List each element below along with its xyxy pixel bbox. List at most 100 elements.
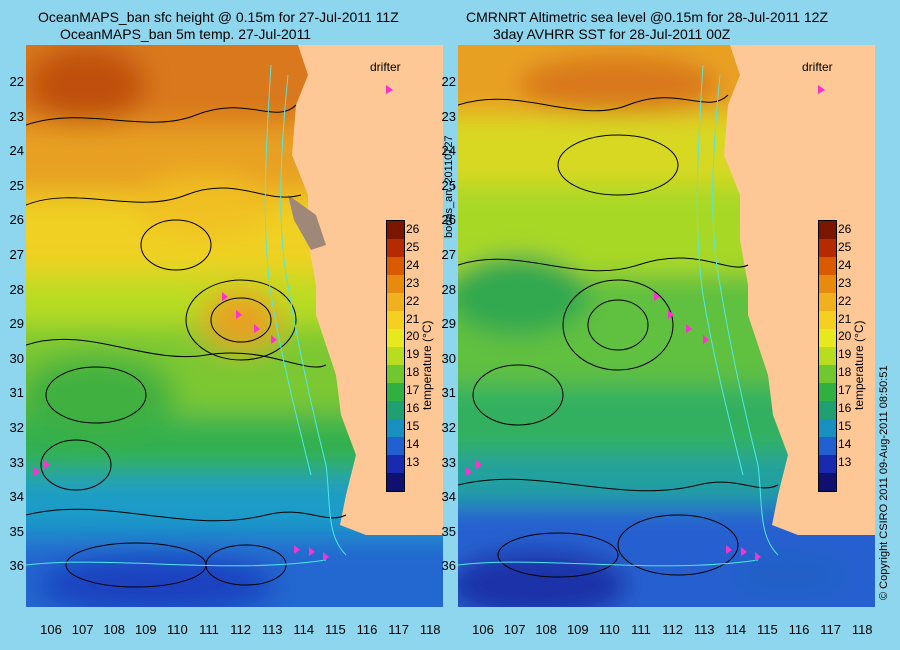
colorbar-tick-label: 13: [838, 454, 852, 469]
copyright-label: © Copyright CSIRO 2011 09-Aug-2011 08:50…: [878, 365, 890, 600]
colorbar-tick-label: 23: [838, 275, 852, 290]
latitude-label: 26: [441, 212, 456, 228]
colorbar-tick-label: 22: [406, 293, 420, 308]
colorbar-tick-label: 21: [838, 311, 852, 326]
colorbar-tick-label: 26: [838, 222, 852, 236]
latitude-label: 23: [441, 108, 456, 124]
latitude-label: 29: [441, 316, 456, 332]
longitude-label: 106: [472, 622, 494, 637]
longitude-label: 117: [388, 622, 409, 637]
longitude-label: 115: [757, 622, 778, 637]
latitude-label: 32: [9, 420, 24, 435]
longitude-label: 109: [134, 622, 157, 637]
latitude-label: 30: [9, 350, 24, 366]
longitude-label: 107: [71, 622, 94, 637]
latitude-label: 28: [9, 281, 24, 297]
longitude-label: 111: [631, 622, 651, 637]
analysis-side-label: bodas_an_20110727: [443, 135, 455, 238]
right-map-svg: [458, 45, 875, 607]
latitude-label: 29: [9, 316, 24, 332]
left-colorbar: [386, 220, 405, 492]
longitude-label: 118: [851, 622, 873, 637]
longitude-label: 118: [419, 622, 441, 637]
colorbar-tick-label: 23: [406, 275, 420, 290]
latitude-label: 27: [9, 247, 24, 262]
right-bathymetry: [458, 64, 779, 567]
longitude-label: 113: [261, 622, 283, 637]
colorbar-tick-label: 18: [838, 365, 852, 380]
latitude-label: 28: [441, 281, 456, 297]
latitude-label: 30: [441, 350, 456, 366]
left-map-panel: [26, 45, 443, 607]
colorbar-tick-label: 19: [838, 347, 852, 362]
latitude-label: 24: [441, 143, 456, 159]
right-drifter-legend-marker: [818, 85, 825, 94]
colorbar-tick-label: 15: [406, 418, 420, 433]
latitude-label: 34: [9, 489, 24, 505]
longitude-label: 107: [503, 622, 526, 637]
colorbar-tick-label: 25: [406, 239, 420, 254]
right-map-panel: [458, 45, 875, 607]
colorbar-tick-label: 14: [838, 436, 852, 451]
left-drifter-label: drifter: [370, 60, 401, 74]
right-land: [724, 45, 875, 535]
colorbar-tick-label: 18: [406, 365, 420, 380]
latitude-label: 25: [9, 177, 24, 193]
latitude-label: 27: [441, 247, 456, 262]
right-colorbar-unit: temperature (°C): [852, 320, 866, 411]
longitude-label: 109: [566, 622, 589, 637]
colorbar-tick-label: 22: [838, 293, 852, 308]
longitude-label: 112: [662, 622, 683, 637]
colorbar-tick-label: 20: [406, 329, 420, 344]
colorbar-tick-label: 17: [406, 383, 420, 398]
longitude-label: 115: [325, 622, 346, 637]
latitude-label: 35: [441, 523, 456, 539]
left-drifter-legend-marker: [386, 85, 393, 94]
left-title-line2: OceanMAPS_ban 5m temp. 27-Jul-2011: [60, 26, 312, 42]
right-drifter-label: drifter: [802, 60, 833, 74]
latitude-label: 36: [441, 558, 456, 574]
longitude-label: 112: [230, 622, 251, 637]
longitude-label: 114: [725, 622, 747, 637]
left-bathymetry: [26, 64, 347, 567]
colorbar-tick-label: 19: [406, 347, 420, 362]
colorbar-tick-label: 16: [838, 401, 852, 415]
longitude-label: 106: [40, 622, 62, 637]
left-drifter-track: [34, 292, 329, 561]
left-colorbar-unit: temperature (°C): [420, 320, 434, 411]
latitude-label: 31: [9, 385, 24, 401]
colorbar-tick-label: 16: [406, 401, 420, 415]
left-title-line1: OceanMAPS_ban sfc height @ 0.15m for 27-…: [38, 9, 399, 25]
longitude-label: 113: [693, 622, 715, 637]
latitude-label: 22: [9, 74, 24, 89]
latitude-label: 22: [441, 74, 456, 89]
longitude-label: 110: [167, 622, 188, 637]
colorbar-tick-label: 24: [406, 257, 420, 272]
longitude-label: 117: [820, 622, 841, 637]
right-title-line2: 3day AVHRR SST for 28-Jul-2011 00Z: [493, 26, 731, 42]
latitude-label: 26: [9, 212, 24, 228]
colorbar-tick-label: 25: [838, 239, 852, 254]
latitude-label: 31: [441, 385, 456, 401]
colorbar-tick-label: 24: [838, 257, 852, 272]
latitude-label: 33: [9, 454, 24, 470]
longitude-label: 116: [356, 622, 378, 637]
right-title-line1: CMRNRT Altimetric sea level @0.15m for 2…: [466, 9, 829, 25]
colorbar-tick-label: 21: [406, 311, 420, 326]
latitude-label: 35: [9, 523, 24, 539]
left-land-rock: [288, 195, 326, 250]
longitude-label: 110: [599, 622, 620, 637]
colorbar-tick-label: 14: [406, 436, 420, 451]
right-drifter-track: [466, 292, 761, 561]
longitude-label: 108: [535, 622, 558, 637]
right-height-contours: [458, 94, 779, 578]
left-height-contours: [26, 104, 347, 588]
latitude-label: 24: [9, 143, 24, 159]
longitude-label: 116: [788, 622, 810, 637]
latitude-label: 34: [441, 489, 456, 505]
left-land: [292, 45, 443, 535]
colorbar-tick-label: 26: [406, 222, 420, 236]
left-map-svg: [26, 45, 443, 607]
latitude-label: 36: [9, 558, 24, 574]
longitude-label: 108: [103, 622, 126, 637]
